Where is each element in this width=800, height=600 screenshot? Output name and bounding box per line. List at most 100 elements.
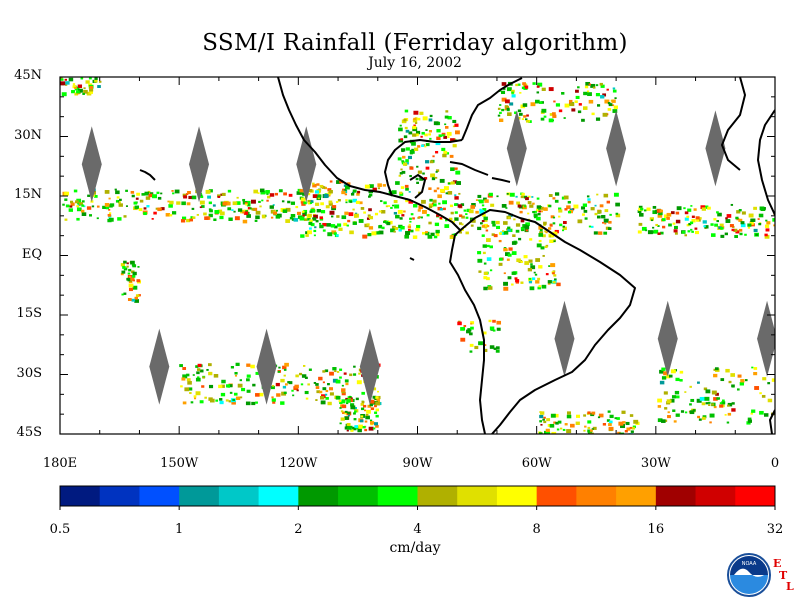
rain-cell xyxy=(718,226,722,230)
no-data-swath xyxy=(506,110,527,187)
rain-cells xyxy=(60,77,775,434)
colorbar-label: 2 xyxy=(294,522,303,537)
rain-cell xyxy=(352,426,357,431)
rain-cell xyxy=(755,233,759,236)
rain-cell xyxy=(659,380,665,385)
colorbar-units: cm/day xyxy=(389,540,441,556)
rain-cell xyxy=(141,193,145,196)
rain-cell xyxy=(637,230,642,234)
rain-cell xyxy=(534,273,538,276)
rain-cell xyxy=(289,216,293,220)
rain-cell xyxy=(624,430,628,433)
rain-cell xyxy=(460,327,465,331)
rain-cell xyxy=(436,187,440,190)
rain-cell xyxy=(689,221,694,225)
rain-cell xyxy=(349,398,354,402)
rain-cell xyxy=(469,350,473,353)
rain-cell xyxy=(348,212,354,217)
rain-cell xyxy=(728,380,732,384)
rain-cell xyxy=(374,404,377,408)
rain-cell xyxy=(64,218,68,221)
rain-cell xyxy=(449,204,454,208)
rain-cell xyxy=(726,421,730,424)
rain-cell xyxy=(527,212,530,215)
rain-cell xyxy=(581,213,585,216)
rain-cell xyxy=(748,213,754,218)
rain-cell xyxy=(532,210,535,214)
colorbar-swatch xyxy=(298,486,339,506)
rain-cell xyxy=(687,208,692,212)
rain-cell xyxy=(540,411,545,415)
rain-cell xyxy=(151,217,154,220)
rain-cell xyxy=(564,423,568,426)
coastline-galapagos xyxy=(409,257,415,261)
rain-cell xyxy=(514,111,518,115)
rain-cell xyxy=(668,223,672,227)
rain-cell xyxy=(323,193,329,198)
rain-cell xyxy=(416,224,421,229)
rain-cell xyxy=(204,216,209,220)
rain-cell xyxy=(347,219,351,223)
rain-cell xyxy=(536,205,542,209)
rain-cell xyxy=(312,182,315,185)
rain-cell xyxy=(515,279,520,283)
rain-cell xyxy=(334,225,338,229)
rain-cell xyxy=(548,194,553,198)
rain-cell xyxy=(479,210,485,214)
rain-cell xyxy=(757,218,760,220)
rain-cell xyxy=(403,210,406,213)
rain-cell xyxy=(401,170,406,174)
rain-cell xyxy=(180,385,183,388)
rain-cell xyxy=(395,181,400,185)
rain-cell xyxy=(552,197,556,200)
rain-cell xyxy=(299,216,305,221)
rain-cell xyxy=(372,187,377,192)
rain-cell xyxy=(266,193,269,195)
rain-cell xyxy=(425,166,430,170)
rain-cell xyxy=(377,390,380,393)
rain-cell xyxy=(459,231,462,234)
rain-cell xyxy=(393,230,396,233)
rain-cell xyxy=(291,389,294,392)
rain-cell xyxy=(538,225,544,230)
rain-cell xyxy=(435,150,439,154)
rain-cell xyxy=(607,410,611,413)
rain-cell xyxy=(345,382,349,386)
rain-cell xyxy=(751,366,754,369)
rain-cell xyxy=(538,233,544,237)
rain-cell xyxy=(747,417,752,421)
rain-cell xyxy=(447,136,450,138)
rain-cell xyxy=(60,78,64,81)
rain-cell xyxy=(319,390,323,394)
rain-cell xyxy=(450,234,454,237)
rain-cell xyxy=(730,373,736,377)
rain-cell xyxy=(373,422,379,426)
rain-cell xyxy=(315,220,319,223)
rain-cell xyxy=(546,418,551,422)
rain-cell xyxy=(461,223,464,226)
rain-cell xyxy=(708,404,711,406)
rain-cell xyxy=(482,244,487,248)
rain-cell xyxy=(314,190,319,194)
rain-cell xyxy=(530,263,533,266)
rain-cell xyxy=(270,385,275,390)
rain-cell xyxy=(597,210,602,214)
rain-cell xyxy=(313,381,317,384)
rain-cell xyxy=(478,270,482,273)
rain-cell xyxy=(588,225,592,228)
rain-cell xyxy=(675,211,680,215)
rain-cell xyxy=(307,213,312,218)
rain-cell xyxy=(115,199,119,202)
rain-cell xyxy=(606,200,611,204)
rain-cell xyxy=(96,217,99,220)
rain-cell xyxy=(310,200,314,203)
rain-cell xyxy=(501,108,505,112)
rain-cell xyxy=(690,205,693,207)
rain-cell xyxy=(720,378,725,382)
rain-cell xyxy=(174,189,180,194)
rain-cell xyxy=(738,228,743,232)
rain-cell xyxy=(234,371,238,375)
rain-cell xyxy=(146,205,150,208)
rain-cell xyxy=(136,279,141,283)
coastline-africa-south xyxy=(769,409,775,434)
